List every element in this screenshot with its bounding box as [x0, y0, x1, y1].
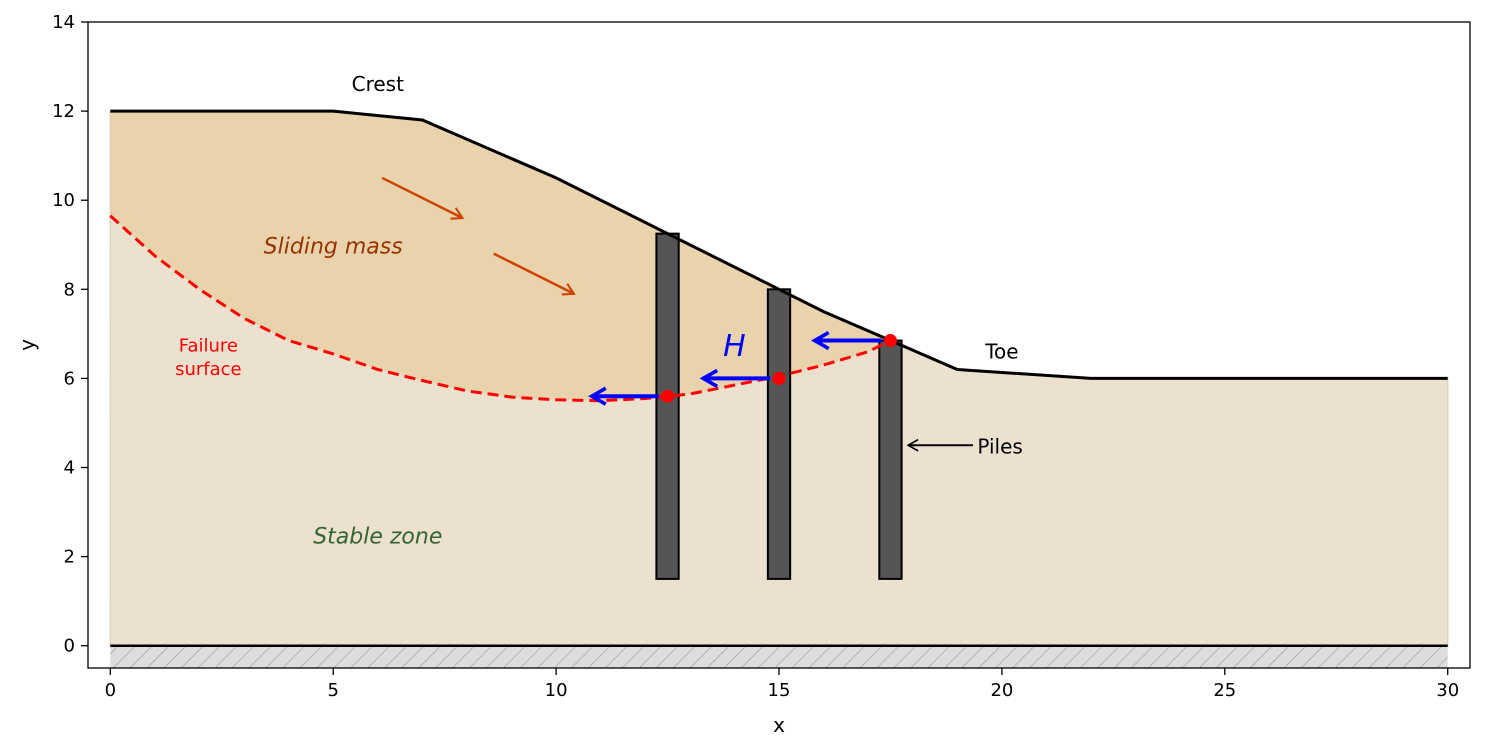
pile-1 [655, 232, 680, 580]
x-tick-label: 30 [1436, 680, 1459, 701]
x-tick-label: 15 [768, 680, 791, 701]
x-tick-label: 0 [105, 680, 116, 701]
bedrock-hatch [110, 645, 1448, 668]
pile-3 [878, 339, 903, 580]
y-tick-label: 12 [52, 101, 75, 122]
y-tick-label: 10 [52, 190, 75, 211]
x-tick-label: 25 [1213, 680, 1236, 701]
y-tick-label: 6 [64, 368, 75, 389]
x-tick-label: 20 [990, 680, 1013, 701]
failure-surface-label-line2: surface [175, 359, 242, 380]
pile-contact-point-3 [883, 334, 897, 348]
failure-surface-label-line1: Failure [179, 336, 238, 357]
x-axis-label: x [773, 713, 785, 737]
pile-2 [766, 288, 792, 580]
movement-arrow-2 [493, 252, 576, 296]
y-tick-label: 14 [52, 12, 75, 33]
y-tick-label: 2 [64, 547, 75, 568]
piles-label: Piles [977, 434, 1022, 458]
pile-contact-point-1 [661, 389, 675, 403]
y-tick-label: 0 [64, 636, 75, 657]
sliding-mass-label: Sliding mass [264, 235, 403, 260]
pile-contact-point-2 [772, 371, 786, 385]
y-axis-label: y [15, 339, 39, 351]
movement-arrow-1 [381, 176, 465, 220]
crest-label: Crest [352, 72, 404, 96]
ground-surface-line [110, 109, 1448, 380]
y-tick-label: 4 [64, 458, 75, 479]
toe-label: Toe [984, 339, 1018, 363]
x-tick-label: 10 [545, 680, 568, 701]
stable-zone-label: Stable zone [313, 524, 442, 549]
y-tick-label: 8 [64, 279, 75, 300]
force-h-label: H [723, 329, 746, 364]
x-tick-label: 5 [327, 680, 338, 701]
